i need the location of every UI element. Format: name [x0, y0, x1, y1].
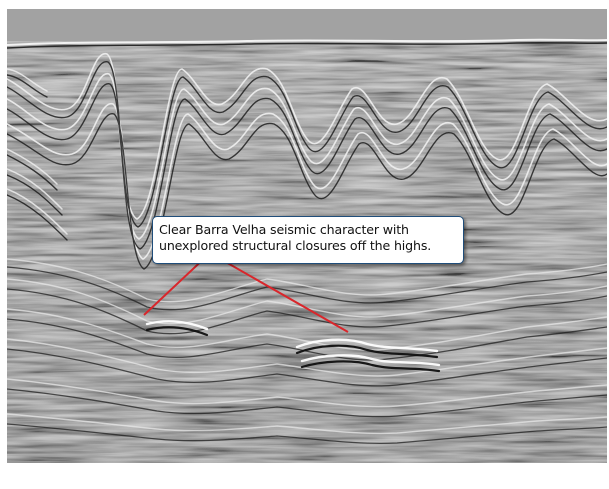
- annotation-line-1: Clear Barra Velha seismic character with: [159, 222, 409, 237]
- annotation-line-2: unexplored structural closures off the h…: [159, 238, 432, 253]
- annotation-callout: Clear Barra Velha seismic character with…: [152, 216, 464, 264]
- seismic-section: Clear Barra Velha seismic character with…: [7, 9, 607, 463]
- pointer-line-right: [209, 252, 349, 333]
